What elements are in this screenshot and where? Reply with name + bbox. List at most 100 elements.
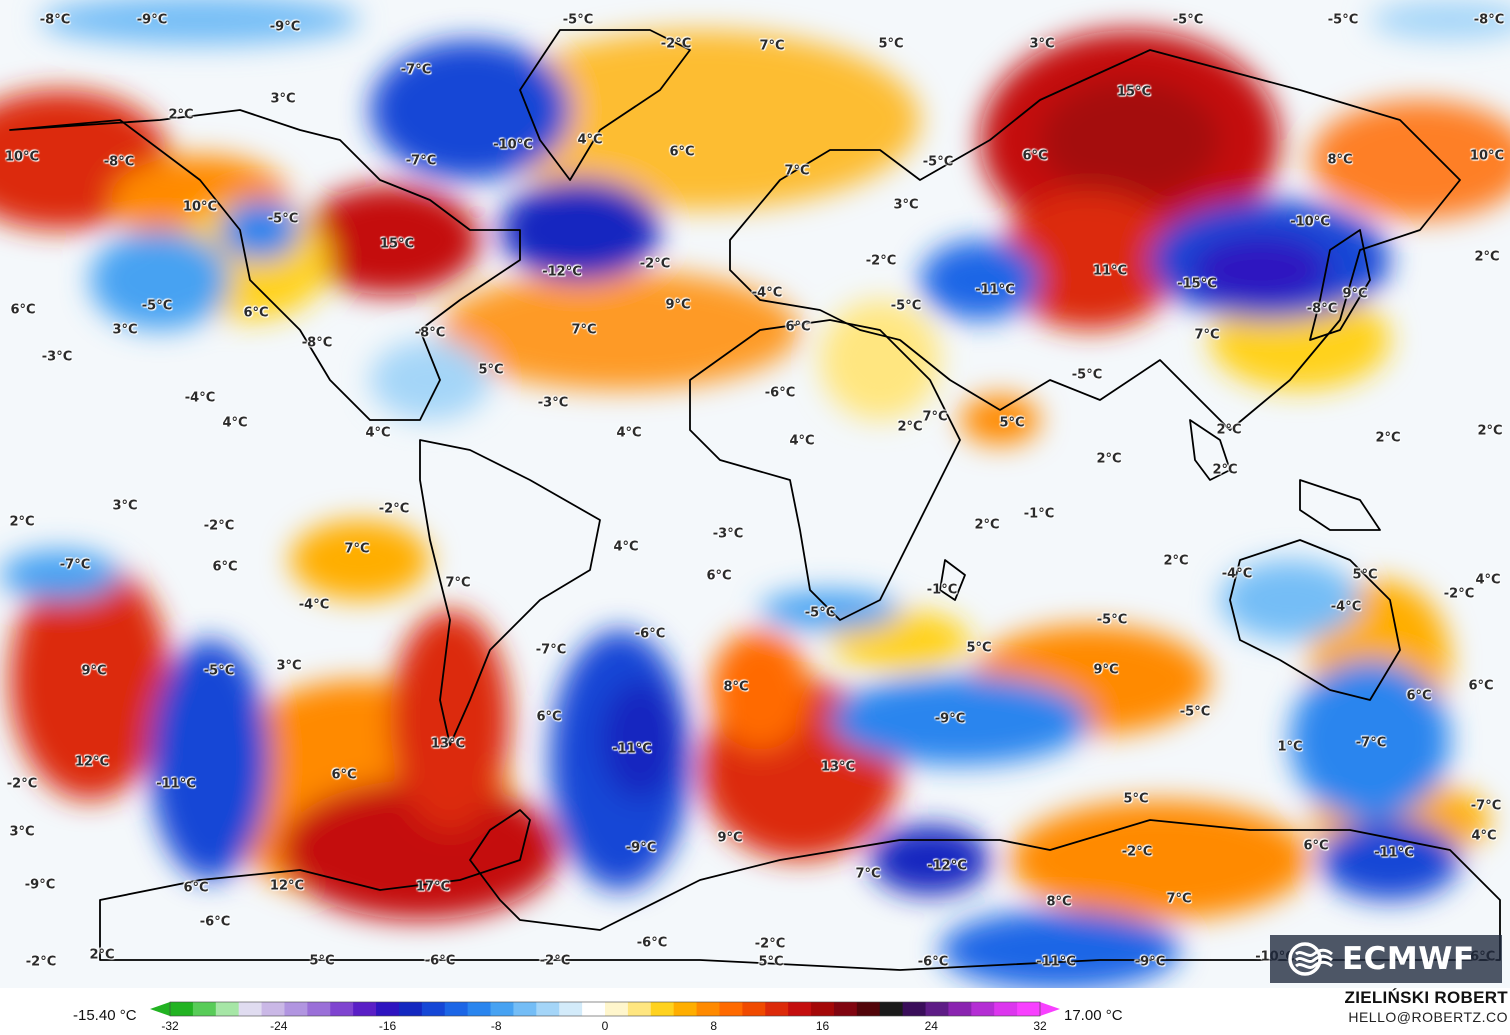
temperature-label: -7°C: [535, 642, 567, 658]
temperature-label: -3°C: [712, 526, 744, 542]
ecmwf-logo-text: ECMWF: [1342, 941, 1475, 977]
colorbar-swatch: [215, 1002, 240, 1016]
temperature-label: 4°C: [222, 415, 248, 431]
colorbar-swatch: [811, 1002, 835, 1016]
temperature-label: -7°C: [1355, 735, 1387, 751]
colorbar-swatch: [650, 1002, 675, 1016]
temperature-label: -7°C: [59, 557, 91, 573]
temperature-label: -8°C: [1473, 12, 1505, 28]
temperature-label: 5°C: [878, 36, 904, 52]
temperature-label: 5°C: [999, 415, 1025, 431]
ecmwf-wave-icon: [1288, 942, 1333, 976]
temperature-label: -8°C: [103, 154, 135, 170]
temperature-label: -15°C: [1177, 276, 1217, 292]
temperature-label: -2°C: [378, 501, 410, 517]
colorbar-swatch: [971, 1002, 995, 1016]
temperature-label: 6°C: [1406, 688, 1432, 704]
colorbar-swatch: [627, 1002, 652, 1016]
temperature-label: -11°C: [612, 741, 652, 757]
temperature-label: -6°C: [917, 954, 949, 970]
temperature-label: 2°C: [1212, 462, 1238, 478]
temperature-label: -2°C: [539, 953, 571, 969]
temperature-label: 4°C: [616, 425, 642, 441]
temperature-label: 6°C: [10, 302, 36, 318]
colorbar-over-arrow: [1040, 1002, 1060, 1016]
temperature-label: -6°C: [634, 626, 666, 642]
colorbar-swatch: [398, 1002, 423, 1016]
temperature-label: -9°C: [136, 12, 168, 28]
colorbar-tick-label: -32: [161, 1019, 179, 1033]
temperature-label: 2°C: [1477, 423, 1503, 439]
temperature-label: 8°C: [1327, 152, 1353, 168]
colorbar-swatch: [856, 1002, 881, 1016]
colorbar-under-arrow: [150, 1002, 170, 1016]
temperature-label: -2°C: [203, 518, 235, 534]
temperature-label: -2°C: [660, 36, 692, 52]
temperature-label: -8°C: [414, 325, 446, 341]
temperature-label: 7°C: [344, 541, 370, 557]
temperature-label: -6°C: [199, 914, 231, 930]
colorbar-swatch: [444, 1002, 469, 1016]
colorbar-swatch: [238, 1002, 263, 1016]
temperature-label: -1°C: [1023, 506, 1055, 522]
temperature-label: -9°C: [269, 19, 301, 35]
temperature-label: -4°C: [751, 285, 783, 301]
temperature-label: -5°C: [1071, 367, 1103, 383]
temperature-label: -5°C: [203, 663, 235, 679]
temperature-label: -4°C: [1330, 599, 1362, 615]
temperature-label: 2°C: [1216, 422, 1242, 438]
temperature-label: 13°C: [820, 759, 856, 775]
colorbar-swatch: [421, 1002, 446, 1016]
temperature-label: -4°C: [184, 390, 216, 406]
temperature-label: 5°C: [478, 362, 504, 378]
colorbar-swatch: [582, 1002, 606, 1016]
temperature-label: 7°C: [784, 163, 810, 179]
temperature-label: 3°C: [112, 322, 138, 338]
temperature-label: 2°C: [1474, 249, 1500, 265]
colorbar-swatch: [902, 1002, 927, 1016]
temperature-label: 6°C: [536, 709, 562, 725]
colorbar-swatch: [261, 1002, 286, 1016]
temperature-label: 7°C: [571, 322, 597, 338]
temperature-label: -7°C: [400, 62, 432, 78]
temperature-label: 9°C: [717, 830, 743, 846]
temperature-label: -11°C: [975, 282, 1015, 298]
colorbar-swatch: [696, 1002, 721, 1016]
author-credit: ZIELIŃSKI ROBERT: [1344, 988, 1508, 1007]
temperature-label: 3°C: [1029, 36, 1055, 52]
temperature-label: -1°C: [926, 582, 958, 598]
temperature-label: 4°C: [577, 132, 603, 148]
colorbar-tick-label: -8: [490, 1019, 502, 1033]
legend-max-value: 17.00 °C: [1064, 1007, 1123, 1024]
temperature-label: -7°C: [405, 153, 437, 169]
temperature-label: 15°C: [1116, 84, 1152, 100]
temperature-label: 7°C: [759, 38, 785, 54]
temperature-label: 6°C: [243, 305, 269, 321]
colorbar-tick-label: 32: [1033, 1019, 1047, 1033]
temperature-label: -12°C: [927, 858, 967, 874]
temperature-label: -3°C: [41, 349, 73, 365]
temperature-label: 7°C: [1166, 891, 1192, 907]
colorbar-swatch: [490, 1002, 515, 1016]
colorbar: [150, 1001, 1060, 1017]
temperature-label: 7°C: [445, 575, 471, 591]
colorbar-swatch: [742, 1002, 766, 1016]
colorbar-swatch: [994, 1002, 1018, 1016]
temperature-label: 2°C: [89, 947, 115, 963]
colorbar-tick-label: 8: [710, 1019, 718, 1033]
colorbar-swatch: [559, 1002, 583, 1016]
temperature-label: -6°C: [764, 385, 796, 401]
temperature-label: 10°C: [4, 149, 40, 165]
colorbar-tick-label: -24: [270, 1019, 288, 1033]
temperature-label: -9°C: [24, 877, 56, 893]
temperature-anomaly-map: -8°C -9°C -9°C -5°C -2°C 7°C 5°C 3°C -5°C -5°C -8°…: [0, 0, 1510, 988]
temperature-label: 7°C: [1194, 327, 1220, 343]
temperature-label: -5°C: [804, 605, 836, 621]
colorbar-swatch: [833, 1002, 858, 1016]
colorbar-swatch: [170, 1002, 194, 1016]
temperature-label: 5°C: [758, 954, 784, 970]
temperature-label: -5°C: [267, 211, 299, 227]
colorbar-swatch: [513, 1002, 537, 1016]
colorbar-swatch: [330, 1002, 354, 1016]
temperature-label: -5°C: [1179, 704, 1211, 720]
